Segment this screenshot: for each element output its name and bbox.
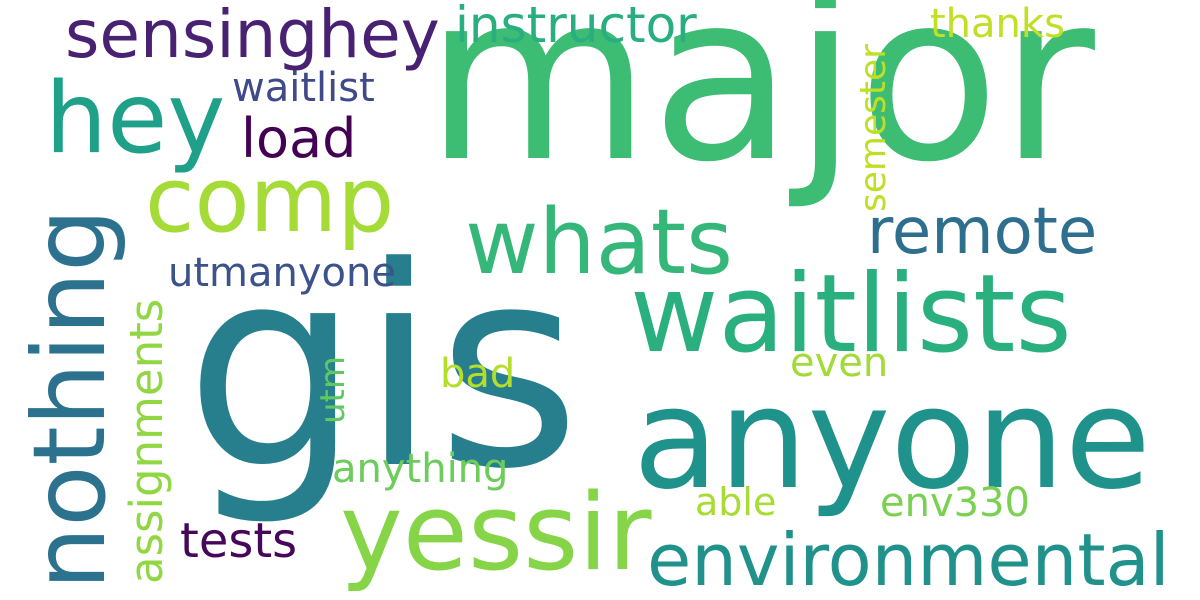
word-anyone: anyone	[633, 358, 1151, 521]
word-anything: anything	[332, 446, 509, 492]
word-bad: bad	[440, 351, 516, 397]
word-yessir: yessir	[340, 471, 652, 594]
word-hey: hey	[45, 62, 226, 176]
word-instructor: instructor	[455, 0, 697, 54]
word-even: even	[790, 340, 889, 386]
word-major: major	[425, 0, 1095, 213]
word-whats: whats	[465, 190, 733, 295]
word-nothing: nothing	[11, 208, 128, 590]
word-able: able	[695, 480, 777, 524]
word-utm: utm	[313, 356, 353, 424]
word-environmental: environmental	[647, 518, 1170, 600]
word-gis: gis	[185, 209, 581, 530]
word-waitlists: waitlists	[630, 252, 1072, 377]
word-comp: comp	[145, 148, 395, 253]
word-tests: tests	[180, 513, 298, 569]
word-assignments: assignments	[120, 298, 173, 584]
word-utmanyone: utmanyone	[168, 250, 396, 296]
word-env330: env330	[880, 480, 1030, 526]
word-sensinghey: sensinghey	[65, 0, 440, 73]
word-waitlist: waitlist	[232, 65, 375, 111]
word-remote: remote	[867, 195, 1098, 269]
word-thanks: thanks	[930, 1, 1065, 47]
word-semester: semester	[853, 44, 894, 212]
word-load: load	[241, 107, 357, 170]
